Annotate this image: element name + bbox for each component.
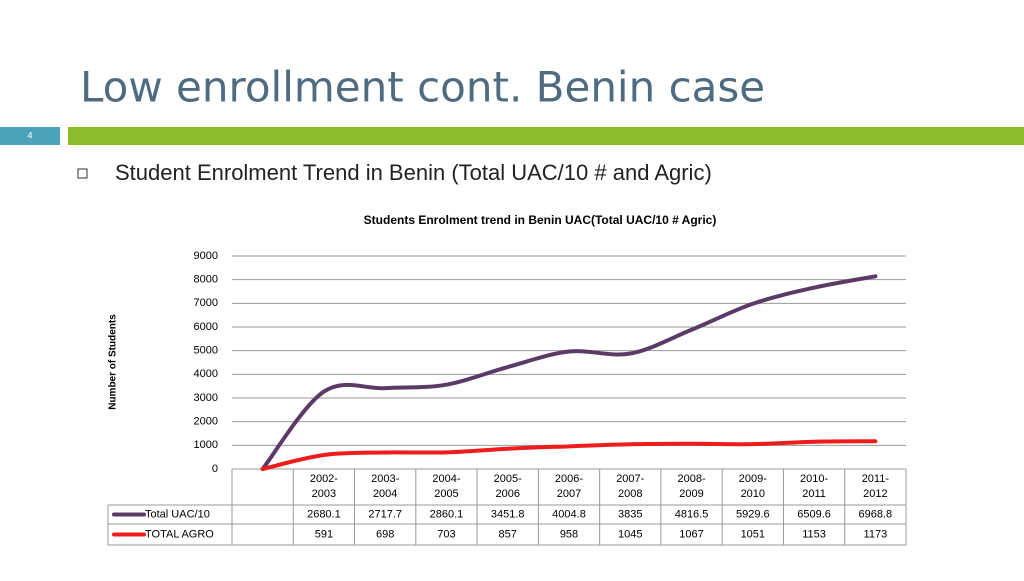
table-value: 591: [315, 528, 333, 540]
table-value: 698: [376, 528, 394, 540]
legend-label: TOTAL AGRO: [145, 528, 214, 540]
series-line: [260, 439, 878, 471]
table-value: 1045: [618, 528, 642, 540]
table-value: 4816.5: [675, 508, 709, 520]
chart: 0 1000 2000 3000 4000 5000 6000 7000 8000 9000 200…: [107, 250, 907, 546]
table-value: 3835: [618, 508, 642, 520]
accent-bar: [68, 127, 1024, 145]
y-tick-label: 0: [212, 463, 218, 475]
table-value: 2860.1: [430, 508, 464, 520]
y-tick-label: 7000: [194, 297, 218, 309]
table-value: 857: [499, 528, 517, 540]
x-tick-label: 2002-2003: [310, 473, 338, 500]
series-line: [260, 274, 878, 471]
number-box: [0, 127, 60, 145]
table-value: 2717.7: [368, 508, 402, 520]
x-tick-label: 2007-2008: [616, 473, 644, 500]
y-tick-label: 2000: [194, 416, 218, 428]
table-value: 1173: [864, 528, 888, 540]
y-axis-label: Number of Students: [108, 314, 119, 410]
x-tick-label: 2004-2005: [432, 473, 460, 500]
x-tick-label: 2011-2012: [862, 473, 890, 500]
legend-label: Total UAC/10: [145, 508, 210, 520]
bullet-text: Student Enrolment Trend in Benin (Total …: [115, 160, 712, 185]
table-value: 2680.1: [307, 508, 341, 520]
y-tick-label: 8000: [194, 274, 218, 286]
x-tick-label: 2009-2010: [739, 473, 767, 500]
chart-title: Students Enrolment trend in Benin UAC(To…: [364, 213, 717, 227]
table-value: 1051: [741, 528, 765, 540]
table-value: 958: [560, 528, 578, 540]
table-value: 6509.6: [797, 508, 831, 520]
table-value: 1153: [802, 528, 826, 540]
table-value: 3451.8: [491, 508, 525, 520]
table-value: 703: [437, 528, 455, 540]
x-tick-label: 2003-2004: [371, 473, 399, 500]
y-tick-label: 4000: [194, 368, 218, 380]
y-tick-label: 3000: [194, 392, 218, 404]
table-value: 1067: [679, 528, 703, 540]
x-tick-label: 2008-2009: [677, 473, 705, 500]
y-tick-label: 1000: [194, 439, 218, 451]
x-tick-label: 2010-2011: [800, 473, 828, 500]
bullet-box: [77, 168, 88, 179]
slide-number: 4: [27, 130, 32, 140]
x-tick-label: 2006-2007: [555, 473, 583, 500]
table-value: 5929.6: [736, 508, 770, 520]
slide-title: Low enrollment cont. Benin case: [80, 63, 765, 112]
y-tick-label: 6000: [194, 321, 218, 333]
y-tick-label: 5000: [194, 345, 218, 357]
table-value: 4004.8: [552, 508, 586, 520]
y-tick-label: 9000: [194, 250, 218, 262]
table-value: 6968.8: [859, 508, 893, 520]
x-tick-label: 2005-2006: [494, 473, 522, 500]
